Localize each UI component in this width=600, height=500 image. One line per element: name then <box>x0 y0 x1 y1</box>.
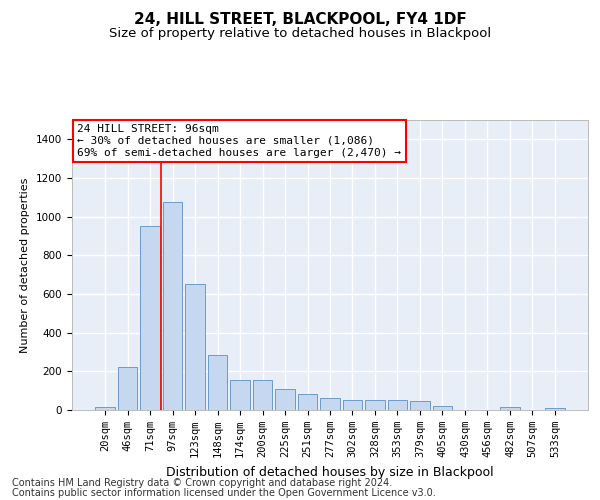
Bar <box>365 400 385 410</box>
Bar <box>410 402 430 410</box>
Bar <box>163 202 182 410</box>
Bar <box>253 380 272 410</box>
Bar <box>545 408 565 410</box>
Text: Contains HM Land Registry data © Crown copyright and database right 2024.: Contains HM Land Registry data © Crown c… <box>12 478 392 488</box>
Bar <box>230 380 250 410</box>
Bar <box>118 366 137 410</box>
Bar <box>275 388 295 410</box>
Bar <box>320 398 340 410</box>
Bar <box>388 400 407 410</box>
Bar <box>140 226 160 410</box>
X-axis label: Distribution of detached houses by size in Blackpool: Distribution of detached houses by size … <box>166 466 494 478</box>
Bar <box>208 355 227 410</box>
Y-axis label: Number of detached properties: Number of detached properties <box>20 178 31 352</box>
Bar <box>433 406 452 410</box>
Text: Contains public sector information licensed under the Open Government Licence v3: Contains public sector information licen… <box>12 488 436 498</box>
Bar <box>500 407 520 410</box>
Text: 24, HILL STREET, BLACKPOOL, FY4 1DF: 24, HILL STREET, BLACKPOOL, FY4 1DF <box>134 12 466 28</box>
Text: Size of property relative to detached houses in Blackpool: Size of property relative to detached ho… <box>109 28 491 40</box>
Bar <box>95 407 115 410</box>
Bar <box>298 394 317 410</box>
Bar <box>185 284 205 410</box>
Bar <box>343 400 362 410</box>
Text: 24 HILL STREET: 96sqm
← 30% of detached houses are smaller (1,086)
69% of semi-d: 24 HILL STREET: 96sqm ← 30% of detached … <box>77 124 401 158</box>
